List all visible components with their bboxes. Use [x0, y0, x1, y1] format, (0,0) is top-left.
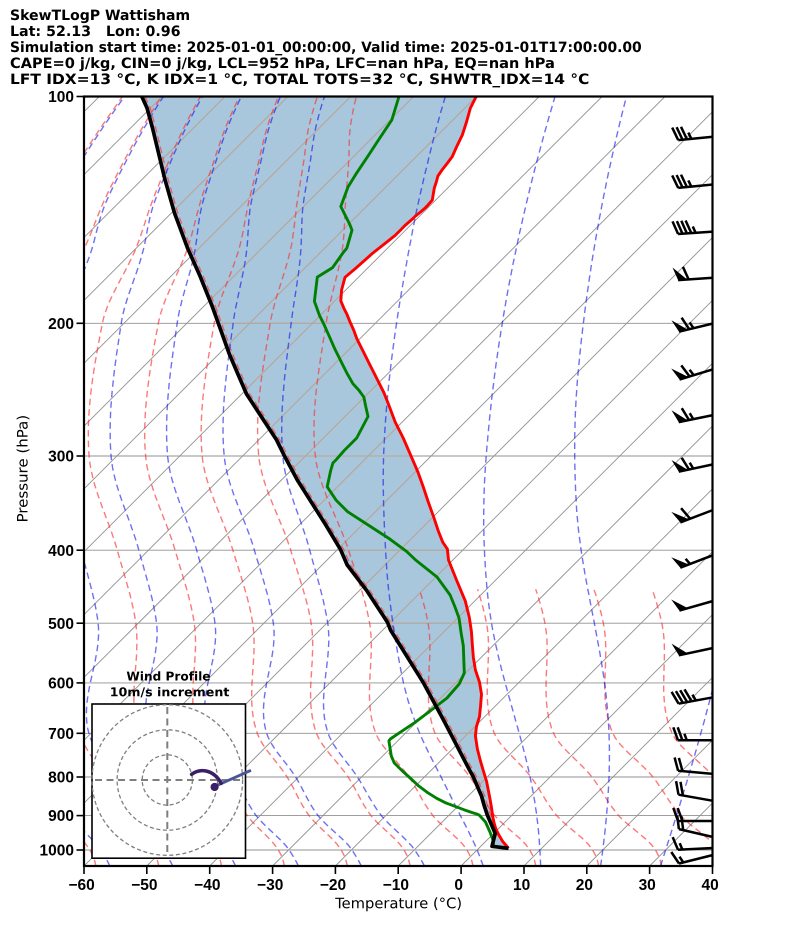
svg-text:500: 500	[48, 616, 74, 633]
svg-text:−30: −30	[257, 877, 283, 894]
svg-text:900: 900	[48, 808, 74, 825]
svg-text:−60: −60	[68, 877, 94, 894]
svg-text:1000: 1000	[40, 843, 74, 860]
svg-text:800: 800	[48, 770, 74, 787]
svg-text:300: 300	[48, 449, 74, 466]
svg-text:−20: −20	[320, 877, 346, 894]
svg-text:−10: −10	[383, 877, 409, 894]
svg-text:700: 700	[48, 726, 74, 743]
svg-text:30: 30	[639, 877, 656, 894]
svg-text:−40: −40	[194, 877, 220, 894]
svg-text:100: 100	[48, 89, 74, 106]
svg-text:0: 0	[454, 877, 463, 894]
svg-text:200: 200	[48, 316, 74, 333]
svg-text:20: 20	[576, 877, 593, 894]
svg-text:400: 400	[48, 543, 74, 560]
svg-text:600: 600	[48, 676, 74, 693]
svg-text:10: 10	[513, 877, 530, 894]
svg-text:−50: −50	[131, 877, 157, 894]
svg-text:40: 40	[701, 877, 718, 894]
